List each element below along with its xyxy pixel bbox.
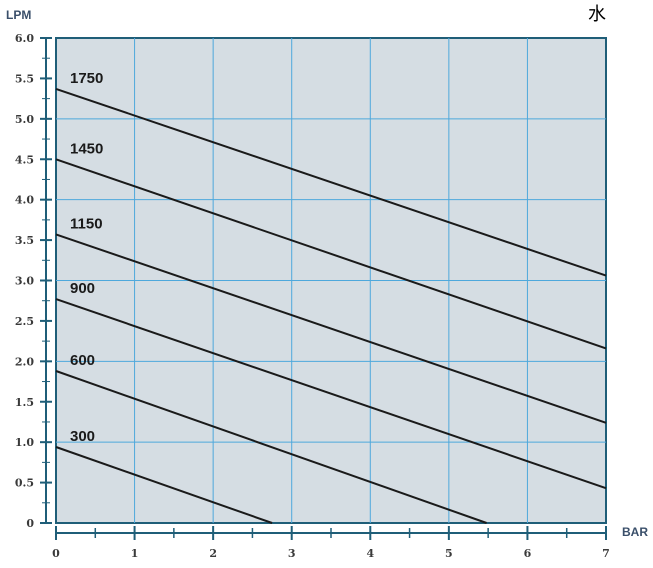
series-line-1150	[55, 233, 607, 424]
y-tick-label: 0.5	[15, 477, 34, 490]
x-tick-label: 7	[602, 547, 610, 560]
y-tick-label: 2.5	[15, 315, 34, 328]
x-tick-label: 4	[366, 547, 374, 560]
y-tick-label: 1.0	[15, 436, 34, 449]
series-line-1450	[55, 158, 607, 350]
corner-label: 水	[588, 4, 606, 25]
series-line-900	[55, 298, 607, 490]
series-label-1450: 1450	[70, 140, 103, 157]
y-tick-label: 0	[26, 517, 34, 530]
axes	[40, 37, 607, 540]
tick-labels: 0 0.5 1.0 1.5 2.0 2.5 3.0 3.5 4.0 4.5 5.0 5.5 6.0 0 1 2…	[15, 32, 610, 560]
y-tick-label: 4.5	[15, 153, 34, 166]
grid	[56, 38, 606, 523]
y-tick-label: 1.5	[15, 396, 34, 409]
series-line-1750	[55, 87, 607, 277]
y-tick-label: 5.5	[15, 72, 34, 85]
x-tick-label: 0	[52, 547, 60, 560]
series-line-300	[55, 446, 273, 524]
series-label-900: 900	[70, 280, 95, 297]
y-tick-label: 6.0	[15, 32, 34, 45]
series-line-600	[55, 370, 487, 524]
x-axis-title: BAR	[622, 525, 648, 539]
series-label-1750: 1750	[70, 70, 103, 87]
y-tick-label: 3.0	[15, 275, 34, 288]
x-tick-label: 6	[524, 547, 532, 560]
y-axis-title: LPM	[6, 8, 31, 22]
series-group: 1750 1450 1150 900 600 300	[55, 70, 607, 524]
series-label-600: 600	[70, 352, 95, 369]
y-tick-label: 3.5	[15, 234, 34, 247]
y-tick-label: 5.0	[15, 113, 34, 126]
y-tick-label: 4.0	[15, 194, 34, 207]
series-label-300: 300	[70, 428, 95, 445]
series-label-1150: 1150	[70, 215, 103, 232]
x-tick-label: 2	[209, 547, 217, 560]
x-tick-label: 5	[445, 547, 453, 560]
y-tick-label: 2.0	[15, 355, 34, 368]
x-tick-label: 3	[288, 547, 296, 560]
x-tick-label: 1	[131, 547, 139, 560]
